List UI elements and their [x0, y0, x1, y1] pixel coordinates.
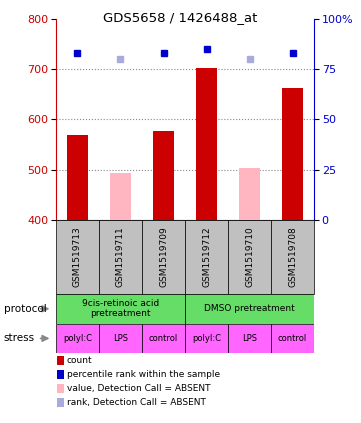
- Text: polyI:C: polyI:C: [63, 334, 92, 343]
- Text: rank, Detection Call = ABSENT: rank, Detection Call = ABSENT: [67, 398, 206, 407]
- Text: GSM1519709: GSM1519709: [159, 227, 168, 287]
- Text: count: count: [67, 356, 92, 365]
- Bar: [57, 384, 64, 393]
- Text: LPS: LPS: [242, 334, 257, 343]
- Text: GSM1519713: GSM1519713: [73, 227, 82, 287]
- Text: 9cis-retinoic acid
pretreatment: 9cis-retinoic acid pretreatment: [82, 299, 159, 319]
- Bar: [185, 324, 228, 353]
- Text: control: control: [278, 334, 307, 343]
- Text: percentile rank within the sample: percentile rank within the sample: [67, 370, 220, 379]
- Bar: [271, 220, 314, 294]
- Bar: [56, 220, 99, 294]
- Bar: [239, 168, 260, 220]
- Text: DMSO pretreatment: DMSO pretreatment: [204, 304, 295, 313]
- Text: polyI:C: polyI:C: [192, 334, 221, 343]
- Text: GDS5658 / 1426488_at: GDS5658 / 1426488_at: [103, 11, 258, 24]
- Bar: [196, 68, 217, 220]
- Text: stress: stress: [4, 333, 35, 343]
- Bar: [142, 220, 185, 294]
- Text: value, Detection Call = ABSENT: value, Detection Call = ABSENT: [67, 384, 210, 393]
- Bar: [282, 88, 303, 220]
- Bar: [99, 220, 142, 294]
- Text: GSM1519712: GSM1519712: [202, 227, 211, 287]
- Bar: [110, 173, 131, 220]
- Text: LPS: LPS: [113, 334, 128, 343]
- Bar: [56, 294, 185, 324]
- Bar: [57, 398, 64, 407]
- Bar: [185, 294, 314, 324]
- Text: control: control: [149, 334, 178, 343]
- Bar: [56, 324, 99, 353]
- Bar: [153, 131, 174, 220]
- Text: protocol: protocol: [4, 304, 46, 314]
- Bar: [142, 324, 185, 353]
- Text: GSM1519711: GSM1519711: [116, 227, 125, 287]
- Bar: [271, 324, 314, 353]
- Bar: [228, 220, 271, 294]
- Bar: [57, 371, 64, 379]
- Bar: [99, 324, 142, 353]
- Text: GSM1519710: GSM1519710: [245, 227, 254, 287]
- Text: GSM1519708: GSM1519708: [288, 227, 297, 287]
- Bar: [185, 220, 228, 294]
- Bar: [67, 135, 88, 220]
- Bar: [228, 324, 271, 353]
- Bar: [57, 356, 64, 365]
